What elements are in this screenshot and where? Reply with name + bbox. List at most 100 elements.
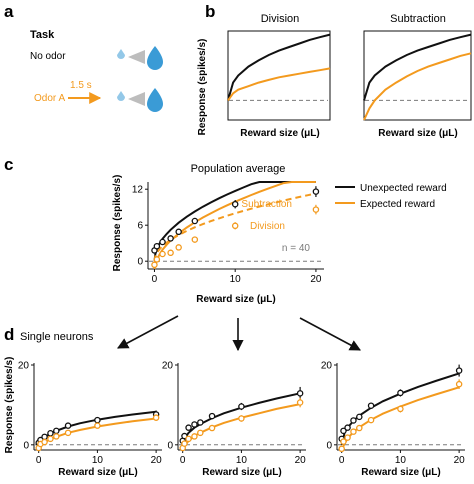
- data-point: [344, 434, 351, 441]
- legend-label-unexpected: Unexpected reward: [360, 183, 447, 194]
- b-subtraction-xlabel: Reward size (μL): [378, 128, 457, 139]
- data-point: [53, 433, 60, 440]
- water-drop-icon: [147, 46, 163, 70]
- water-drop-icon: [147, 88, 163, 112]
- task-title: Task: [30, 29, 55, 41]
- y-tick-label: 20: [18, 360, 30, 371]
- data-point: [350, 428, 357, 435]
- d-neuron-3-xlabel: Reward size (μL): [361, 467, 440, 478]
- data-point: [47, 435, 54, 443]
- data-point: [175, 228, 182, 236]
- data-point: [191, 433, 198, 440]
- data-point: [185, 435, 192, 443]
- data-point: [312, 188, 320, 195]
- panel-c: c Population average Response (spikes/s)…: [4, 155, 447, 305]
- x-tick-label: 20: [310, 274, 322, 285]
- data-point: [175, 244, 182, 251]
- panel-b-letter: b: [205, 2, 215, 21]
- data-point: [153, 256, 161, 263]
- data-point: [197, 419, 204, 426]
- panel-b: b Response (spikes/s) Division Reward si…: [197, 2, 472, 139]
- data-point: [367, 416, 375, 424]
- single-neurons-title: Single neurons: [20, 331, 94, 343]
- arrow-to-neuron-3: [299, 317, 361, 351]
- data-point: [397, 389, 404, 397]
- panel-a: a Task No odor Odor A 1.5 s: [4, 2, 163, 112]
- data-point: [231, 200, 239, 208]
- data-point: [340, 427, 347, 435]
- data-point: [367, 402, 375, 409]
- data-point: [296, 399, 304, 406]
- panel-d: d Single neurons Response (spikes/s) 0 10…: [4, 325, 465, 478]
- data-point: [47, 429, 54, 437]
- series-line-orange-1: [181, 403, 301, 451]
- data-point: [238, 415, 245, 422]
- data-point: [191, 217, 199, 225]
- data-point: [64, 429, 72, 437]
- y-tick-label: 20: [321, 360, 333, 371]
- series-line-orange-1: [363, 52, 472, 121]
- c-ylabel: Response (spikes/s): [112, 175, 123, 272]
- y-tick-label: 20: [162, 360, 174, 371]
- data-point: [455, 380, 463, 388]
- data-point: [152, 414, 160, 421]
- series-line-orange-1: [227, 67, 331, 101]
- data-point: [208, 424, 216, 432]
- data-point: [151, 261, 158, 269]
- x-tick-label: 0: [339, 455, 345, 466]
- data-point: [197, 429, 204, 437]
- x-tick-label: 10: [236, 455, 248, 466]
- series-line-subtraction: [153, 181, 316, 270]
- data-point: [296, 390, 304, 397]
- panel-a-letter: a: [4, 2, 14, 21]
- b-division-plot: [227, 33, 331, 101]
- b-division-title: Division: [261, 13, 300, 25]
- data-point: [455, 367, 463, 374]
- data-point: [191, 421, 198, 428]
- data-point: [185, 424, 192, 431]
- y-tick-label: 0: [23, 440, 29, 451]
- x-tick-label: 20: [295, 455, 307, 466]
- data-point: [167, 249, 174, 257]
- data-point: [159, 238, 166, 246]
- b-subtraction-frame: [363, 30, 472, 121]
- y-tick-label: 6: [137, 221, 143, 232]
- d-neuron-1-xlabel: Reward size (μL): [58, 467, 137, 478]
- x-tick-label: 0: [36, 455, 42, 466]
- b-ylabel: Response (spikes/s): [197, 39, 208, 136]
- n-count-annotation: n = 40: [282, 243, 311, 254]
- x-tick-label: 10: [92, 455, 104, 466]
- data-point: [94, 416, 101, 424]
- legend-label-expected: Expected reward: [360, 199, 435, 210]
- data-point: [356, 424, 363, 432]
- d-neuron-2-plot: 0 10 20 0 20: [162, 360, 306, 466]
- data-point: [41, 433, 48, 441]
- data-point: [153, 242, 161, 250]
- legend: Unexpected reward Expected reward: [335, 183, 447, 210]
- c-title: Population average: [191, 163, 286, 175]
- y-tick-label: 12: [132, 185, 144, 196]
- panel-c-letter: c: [4, 155, 13, 174]
- water-spray-icon: [117, 49, 145, 64]
- d-neuron-1-plot: 0 10 20 0 20: [18, 360, 162, 466]
- division-annotation: Division: [250, 221, 285, 232]
- c-xlabel: Reward size (μL): [196, 294, 275, 305]
- data-point: [350, 417, 357, 424]
- data-point: [356, 413, 363, 421]
- water-spray-icon: [117, 91, 145, 106]
- x-tick-label: 20: [151, 455, 163, 466]
- delay-label: 1.5 s: [70, 80, 92, 91]
- b-subtraction-plot: [363, 33, 472, 121]
- b-division-frame: [227, 30, 331, 121]
- y-tick-label: 0: [326, 440, 332, 451]
- data-point: [238, 403, 245, 410]
- data-point: [159, 250, 166, 258]
- data-point: [181, 440, 188, 447]
- d-neuron-3-plot: 0 10 20 0 20: [321, 360, 465, 466]
- data-point: [41, 438, 48, 446]
- data-point: [344, 424, 351, 431]
- series-line-division: [153, 192, 317, 262]
- data-point: [191, 236, 199, 243]
- x-tick-label: 10: [395, 455, 407, 466]
